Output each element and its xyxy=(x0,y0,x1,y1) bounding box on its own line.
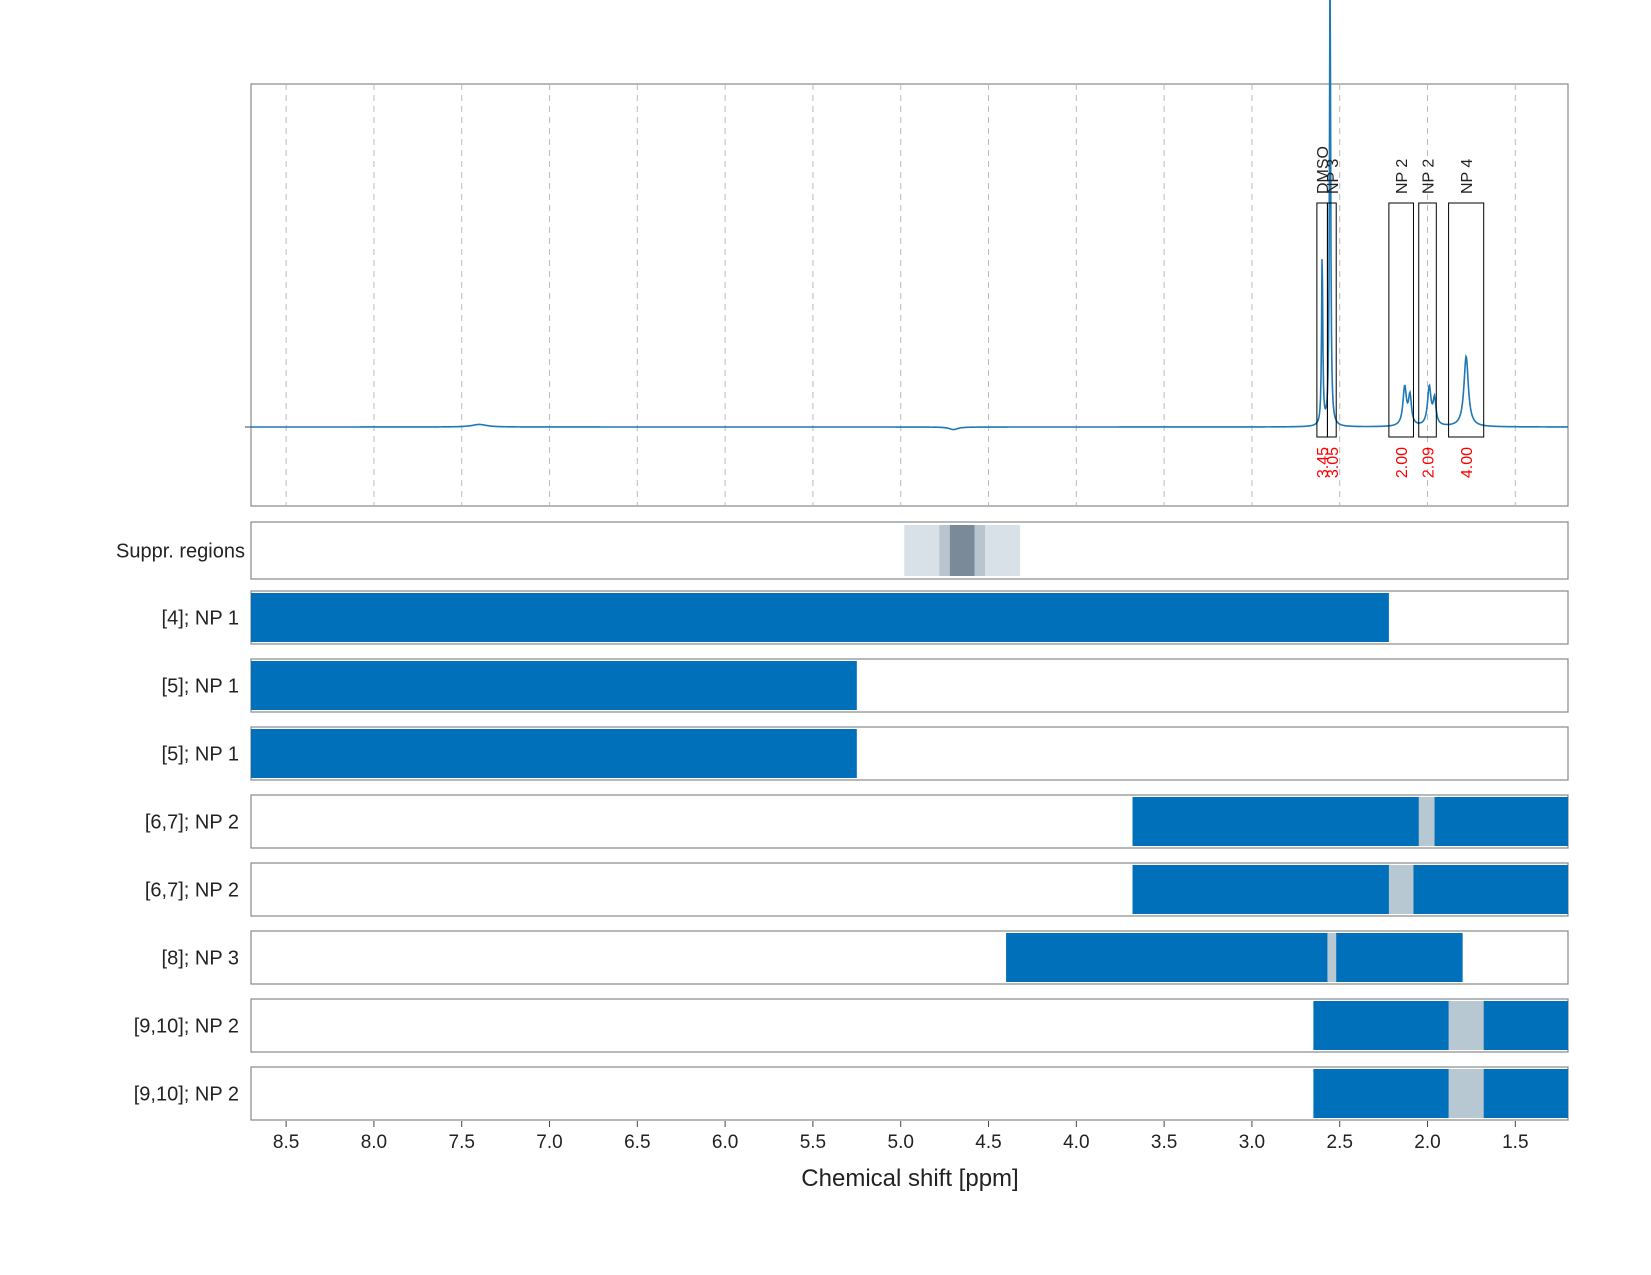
range-gap xyxy=(1448,1069,1484,1118)
range-panels: [4]; NP 1 [5]; NP 1 [5]; NP 1 [6,7]; NP 2 [6… xyxy=(134,590,1569,1121)
range-bar xyxy=(1006,933,1463,982)
integral-value: 3.45 xyxy=(1315,447,1332,478)
annotation-box xyxy=(1448,202,1485,438)
range-label: [6,7]; NP 2 xyxy=(145,880,239,902)
range-label: [8]; NP 3 xyxy=(162,948,239,970)
range-row: [5]; NP 1 xyxy=(162,658,1569,713)
range-row: [9,10]; NP 2 xyxy=(134,1066,1569,1121)
range-row: [5]; NP 1 xyxy=(162,726,1569,781)
range-bar xyxy=(251,593,1389,642)
integral-value: 2.00 xyxy=(1394,447,1411,478)
range-row: [9,10]; NP 2 xyxy=(134,998,1569,1053)
range-bar xyxy=(1132,865,1568,914)
x-tick-label: 8.0 xyxy=(361,1132,387,1153)
range-bar xyxy=(1313,1001,1568,1050)
annotation-label: NP 4 xyxy=(1459,159,1476,194)
x-tick-label: 5.0 xyxy=(888,1132,914,1153)
range-label: [5]; NP 1 xyxy=(162,744,239,766)
integral-value: 4.00 xyxy=(1459,447,1476,478)
x-tick-label: 2.5 xyxy=(1327,1132,1353,1153)
range-gap xyxy=(1327,933,1337,982)
range-label: [5]; NP 1 xyxy=(162,676,239,698)
range-row: [8]; NP 3 xyxy=(162,930,1569,985)
integral-value: 2.09 xyxy=(1421,447,1438,478)
range-label: [6,7]; NP 2 xyxy=(145,812,239,834)
range-gap xyxy=(1448,1001,1484,1050)
x-tick-label: 6.5 xyxy=(624,1132,650,1153)
x-axis-label: Chemical shift [ppm] xyxy=(801,1165,1018,1192)
x-tick-label: 6.0 xyxy=(712,1132,738,1153)
range-label: [4]; NP 1 xyxy=(162,608,239,630)
x-tick-label: 2.0 xyxy=(1414,1132,1440,1153)
range-row: [6,7]; NP 2 xyxy=(145,794,1569,849)
annotation-label: DMSO xyxy=(1315,146,1332,194)
x-tick-label: 7.5 xyxy=(449,1132,475,1153)
x-tick-label: 8.5 xyxy=(273,1132,299,1153)
suppression-label: Suppr. regions xyxy=(116,541,245,563)
spectrum-frame xyxy=(250,83,1569,507)
annotation-box xyxy=(1418,202,1437,438)
range-row: [6,7]; NP 2 xyxy=(145,862,1569,917)
range-label: [9,10]; NP 2 xyxy=(134,1084,239,1106)
range-label: [9,10]; NP 2 xyxy=(134,1016,239,1038)
x-tick-label: 4.0 xyxy=(1063,1132,1089,1153)
x-axis: 8.5 8.0 7.5 7.0 6.5 6.0 5.5 5.0 4.5 4.0 3.5 3.0 2.5 2… xyxy=(273,1121,1529,1153)
range-row: [4]; NP 1 xyxy=(162,590,1569,645)
x-tick-label: 1.5 xyxy=(1502,1132,1528,1153)
range-bar xyxy=(251,729,857,778)
x-tick-label: 3.5 xyxy=(1151,1132,1177,1153)
x-tick-label: 3.0 xyxy=(1239,1132,1265,1153)
annotation-label: NP 3 xyxy=(1325,159,1342,194)
annotation-label: NP 2 xyxy=(1421,159,1438,194)
x-tick-label: 7.0 xyxy=(536,1132,562,1153)
range-bar xyxy=(1132,797,1568,846)
annotation-box xyxy=(1326,202,1337,438)
range-bar xyxy=(1313,1069,1568,1118)
suppression-region xyxy=(949,525,975,576)
spectrum-line xyxy=(251,0,1568,431)
range-bar xyxy=(251,661,857,710)
spectrum-panel: DMSO 3.45 NP 3 3.05 NP 2 2.00 NP 2 2.09 NP 4 4.00 xyxy=(245,0,1569,507)
annotation-label: NP 2 xyxy=(1394,159,1411,194)
range-gap xyxy=(1418,797,1435,846)
integral-value: 3.05 xyxy=(1325,447,1342,478)
suppression-panel: Suppr. regions xyxy=(116,521,1569,580)
annotation-box xyxy=(1388,202,1414,438)
x-tick-label: 4.5 xyxy=(975,1132,1001,1153)
range-gap xyxy=(1388,865,1414,914)
x-tick-label: 5.5 xyxy=(800,1132,826,1153)
